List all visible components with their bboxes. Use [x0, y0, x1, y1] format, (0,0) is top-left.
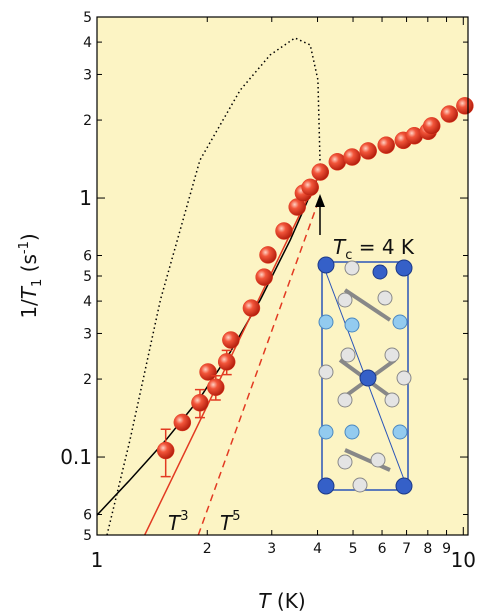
data-point	[343, 148, 361, 166]
crystal-structure	[317, 256, 413, 495]
data-point	[275, 222, 293, 240]
x-tick-label: 2	[203, 541, 212, 557]
data-point	[255, 268, 273, 286]
y-axis-label: 1/T1 (s-1)	[17, 233, 45, 318]
tc-annotation: Tc = 4 K	[333, 235, 415, 263]
data-point	[173, 413, 192, 432]
x-axis-label: T (K)	[258, 589, 305, 613]
y-tick-label: 6	[83, 248, 92, 264]
y-tick-label: 5	[83, 10, 92, 26]
y-tick-label: 5	[83, 269, 92, 285]
x-tick-label: 8	[423, 541, 432, 557]
data-point	[217, 353, 236, 371]
y-tick-label: 0.1	[60, 445, 92, 469]
y-tick-label: 4	[83, 294, 92, 310]
y-tick-label: 6	[83, 507, 92, 523]
x-tick-label: 5	[349, 541, 358, 557]
data-point	[199, 363, 217, 381]
y-tick-label: 2	[83, 372, 92, 388]
x-tick-label: 4	[313, 541, 322, 557]
data-point	[359, 142, 377, 160]
y-tick-label: 2	[83, 113, 92, 129]
data-point	[156, 441, 175, 460]
y-tick-label: 1	[79, 186, 92, 210]
x-tick-label: 6	[378, 541, 387, 557]
tc-arrow	[315, 194, 325, 235]
y-tick-label: 3	[83, 67, 92, 83]
data-point	[191, 394, 209, 412]
y-tick-label: 3	[83, 326, 92, 342]
y-tick-label: 5	[83, 528, 92, 544]
data-point	[242, 299, 261, 317]
x-tick-label: 9	[442, 541, 451, 557]
data-point	[301, 178, 319, 197]
t5-annotation: T5	[220, 509, 241, 535]
x-tick-label: 10	[451, 548, 476, 572]
data-point	[440, 105, 459, 123]
t3-annotation: T3	[168, 509, 189, 535]
data-point	[222, 331, 240, 349]
plot-background	[97, 17, 468, 535]
data-point	[259, 246, 277, 264]
data-point	[422, 117, 441, 135]
data-point	[456, 97, 474, 115]
x-tick-label: 1	[91, 548, 104, 572]
data-point	[328, 153, 347, 171]
curve	[197, 204, 318, 535]
x-tick-label: 7	[402, 541, 411, 557]
data-point	[311, 163, 330, 181]
y-tick-label: 4	[83, 35, 92, 51]
data-point	[207, 378, 225, 396]
x-tick-label: 3	[267, 541, 276, 557]
data-point	[377, 136, 395, 154]
